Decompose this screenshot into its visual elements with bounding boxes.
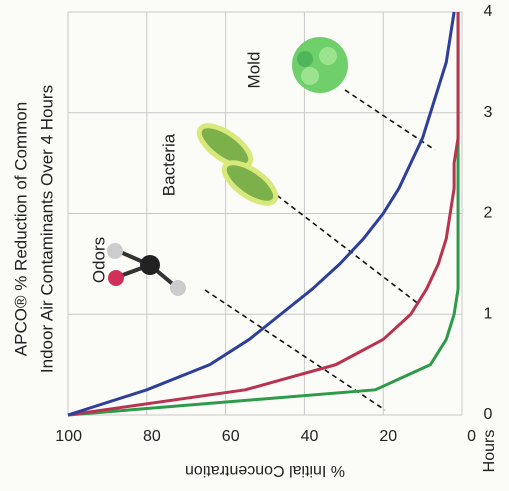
y-tick-label: 100 [55, 428, 82, 445]
data-line [67, 11, 456, 417]
curve-label: Odors [89, 237, 108, 283]
x-axis-label: Hours [481, 430, 498, 473]
y-tick-label: 60 [222, 428, 240, 445]
bacteria-icon [196, 123, 279, 206]
odor-icon [107, 243, 186, 296]
curve-label: Mold [244, 52, 263, 89]
rotated-chart: 4 3 2 1 0 100 80 60 40 20 0 APCO® % Reduction of Co… [11, 3, 498, 479]
x-tick-label: 1 [484, 305, 493, 322]
y-axis-label: % Initial Concentration [185, 462, 345, 479]
y-tick-label: 40 [301, 428, 319, 445]
chart-title: APCO® % Reduction of Common [11, 102, 30, 356]
y-tick-label: 0 [467, 428, 476, 445]
y-tick-label: 80 [143, 428, 161, 445]
x-tick-label: 0 [484, 406, 493, 423]
y-tick-label: 20 [379, 428, 397, 445]
data-line [67, 12, 460, 417]
chart-title: Indoor Air Contaminants Over 4 Hours [37, 85, 56, 373]
mold-icon [292, 37, 348, 93]
curve-label: Bacteria [159, 133, 178, 196]
x-tick-label: 4 [484, 3, 493, 20]
x-tick-label: 2 [484, 205, 493, 222]
x-tick-label: 3 [484, 104, 493, 121]
